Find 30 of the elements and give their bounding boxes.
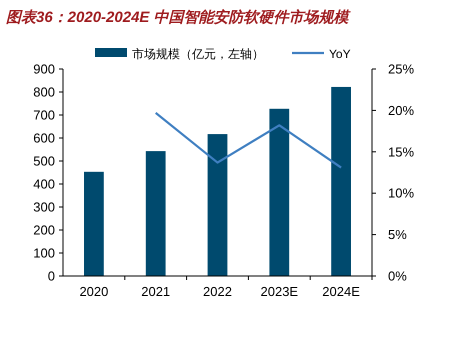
bar — [269, 108, 290, 276]
x-tick-label: 2022 — [203, 284, 232, 299]
y2-tick-label: 10% — [388, 186, 414, 201]
y-tick-label: 400 — [33, 176, 55, 192]
line-series — [154, 112, 342, 169]
chart-title: 图表36：2020-2024E 中国智能安防软硬件市场规模 — [6, 8, 352, 26]
y2-tick-label: 20% — [388, 102, 414, 118]
y-tick-label: 0 — [48, 268, 55, 284]
legend-label: 市场规模（亿元，左轴） — [132, 47, 264, 61]
y-tick-label: 800 — [33, 84, 55, 100]
x-tick-label: 2023E — [260, 284, 298, 299]
x-tick-label: 2021 — [141, 284, 170, 299]
y-tick-label: 300 — [33, 200, 55, 214]
x-tick-label: 2020 — [79, 284, 108, 299]
bar — [331, 86, 351, 276]
x-tick-label: 2024E — [322, 284, 360, 299]
y2-tick-label: 15% — [388, 144, 414, 160]
bar — [84, 172, 104, 276]
y2-tick-label: 25% — [388, 62, 414, 76]
bar — [208, 134, 228, 276]
legend-label: YoY — [329, 47, 351, 61]
y-tick-label: 900 — [33, 62, 55, 76]
y-tick-label: 500 — [33, 154, 55, 168]
y2-tick-label: 5% — [388, 227, 408, 242]
y-tick-label: 600 — [33, 130, 55, 146]
y-tick-label: 200 — [33, 222, 55, 238]
bar — [146, 151, 166, 276]
y-tick-label: 700 — [33, 108, 55, 122]
y2-tick-label: 0% — [388, 268, 408, 284]
y-tick-label: 100 — [33, 246, 55, 260]
